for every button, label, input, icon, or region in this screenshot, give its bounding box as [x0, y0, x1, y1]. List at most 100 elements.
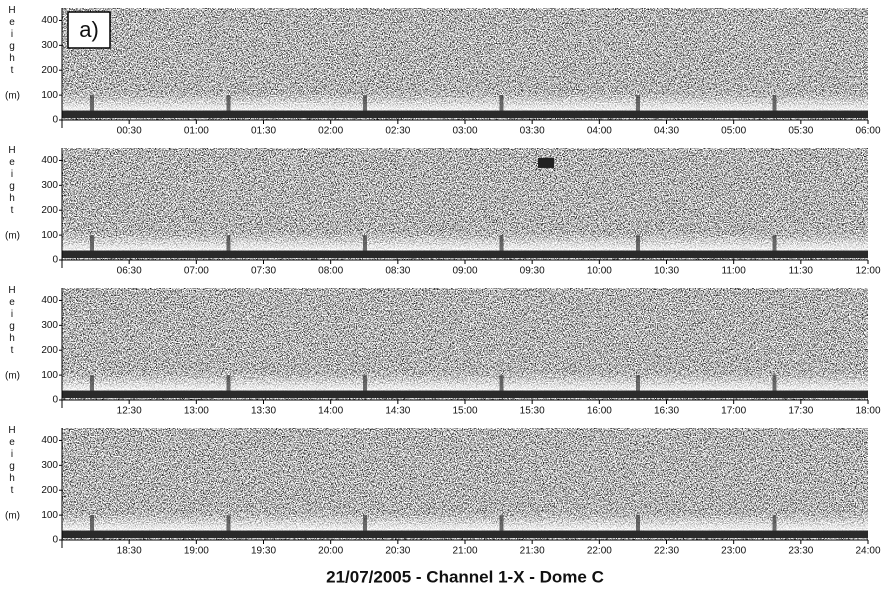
panel-label: a) — [79, 17, 99, 42]
streak — [90, 515, 94, 538]
y-tick-label: 200 — [41, 485, 58, 496]
streak — [90, 95, 94, 118]
x-tick-label: 09:30 — [520, 266, 545, 277]
y-tick-label: 0 — [52, 395, 58, 406]
x-tick-label: 15:00 — [452, 406, 477, 417]
y-tick-label: 300 — [41, 40, 58, 51]
x-tick-label: 15:30 — [520, 406, 545, 417]
streak — [499, 95, 504, 118]
x-tick-label: 06:30 — [117, 266, 142, 277]
streak — [90, 375, 94, 398]
x-tick-label: 05:00 — [721, 126, 746, 137]
panel: 0 100 200 300 400 18:30 19:00 19:30 20:00 20:30 21… — [5, 425, 881, 557]
y-tick-label: 100 — [41, 90, 58, 101]
ground-echo — [62, 530, 868, 538]
ground-echo — [62, 110, 868, 118]
panel-label-box — [67, 11, 111, 49]
x-tick-label: 18:30 — [117, 546, 142, 557]
y-tick-label: 0 — [52, 535, 58, 546]
y-tick-label: 400 — [41, 155, 58, 166]
x-tick-label: 16:00 — [587, 406, 612, 417]
echo-fade — [62, 512, 868, 533]
x-tick-label: 19:30 — [251, 546, 276, 557]
x-tick-label: 11:30 — [789, 266, 814, 277]
x-tick-label: 12:00 — [855, 266, 880, 277]
echo-fade — [62, 372, 868, 393]
x-tick-label: 23:00 — [721, 546, 746, 557]
y-tick-label: 400 — [41, 15, 58, 26]
streak — [363, 515, 367, 538]
y-axis-unit: (m) — [5, 510, 20, 521]
y-tick-label: 300 — [41, 180, 58, 191]
y-tick-label: 100 — [41, 230, 58, 241]
streak — [499, 235, 504, 258]
x-tick-label: 06:00 — [855, 126, 880, 137]
x-tick-label: 19:00 — [184, 546, 209, 557]
y-tick-label: 400 — [41, 295, 58, 306]
panel: 0 100 200 300 400 00:30 01:00 01:30 02:00 02:30 03… — [5, 5, 881, 137]
y-tick-label: 100 — [41, 370, 58, 381]
x-tick-label: 08:00 — [318, 266, 343, 277]
ground-echo — [62, 390, 868, 398]
streak — [636, 235, 640, 258]
panel: 0 100 200 300 400 06:30 07:00 07:30 08:00 08:30 09… — [5, 145, 881, 277]
x-tick-label: 01:00 — [184, 126, 209, 137]
x-tick-label: 22:00 — [587, 546, 612, 557]
x-tick-label: 21:00 — [452, 546, 477, 557]
caption: 21/07/2005 - Channel 1-X - Dome C — [326, 567, 604, 586]
x-tick-label: 20:00 — [318, 546, 343, 557]
x-tick-label: 07:00 — [184, 266, 209, 277]
x-tick-label: 14:00 — [318, 406, 343, 417]
x-tick-label: 12:30 — [117, 406, 142, 417]
x-tick-label: 00:30 — [117, 126, 142, 137]
x-tick-label: 05:30 — [788, 126, 813, 137]
x-tick-label: 16:30 — [654, 406, 679, 417]
x-tick-label: 18:00 — [855, 406, 880, 417]
y-tick-label: 300 — [41, 320, 58, 331]
x-tick-label: 01:30 — [251, 126, 276, 137]
y-axis-unit: (m) — [5, 230, 20, 241]
y-tick-label: 200 — [41, 205, 58, 216]
x-tick-label: 04:00 — [587, 126, 612, 137]
x-tick-label: 13:30 — [251, 406, 276, 417]
x-tick-label: 24:00 — [855, 546, 880, 557]
x-tick-label: 22:30 — [654, 546, 679, 557]
x-tick-label: 03:30 — [520, 126, 545, 137]
streak — [772, 375, 777, 398]
y-tick-label: 400 — [41, 435, 58, 446]
streak — [363, 375, 367, 398]
streak — [363, 235, 367, 258]
streak — [772, 515, 777, 538]
x-tick-label: 04:30 — [654, 126, 679, 137]
x-tick-label: 08:30 — [385, 266, 410, 277]
streak — [226, 95, 231, 118]
y-tick-label: 200 — [41, 65, 58, 76]
y-tick-label: 0 — [52, 255, 58, 266]
x-tick-label: 14:30 — [385, 406, 410, 417]
y-tick-label: 300 — [41, 460, 58, 471]
x-tick-label: 13:00 — [184, 406, 209, 417]
x-tick-label: 02:00 — [318, 126, 343, 137]
echo-blob — [538, 157, 554, 168]
x-tick-label: 23:30 — [788, 546, 813, 557]
panel: 0 100 200 300 400 12:30 13:00 13:30 14:00 14:30 15… — [5, 285, 881, 417]
echo-fade — [62, 92, 868, 113]
y-axis-unit: (m) — [5, 90, 20, 101]
streak — [636, 515, 640, 538]
streak — [226, 515, 231, 538]
streak — [772, 235, 777, 258]
echo-fade — [62, 232, 868, 253]
x-tick-label: 09:00 — [452, 266, 477, 277]
x-tick-label: 17:00 — [721, 406, 746, 417]
ground-echo — [62, 250, 868, 258]
streak — [772, 95, 777, 118]
y-axis-unit: (m) — [5, 370, 20, 381]
x-tick-label: 07:30 — [251, 266, 276, 277]
streak — [363, 95, 367, 118]
x-tick-label: 20:30 — [385, 546, 410, 557]
x-tick-label: 02:30 — [385, 126, 410, 137]
